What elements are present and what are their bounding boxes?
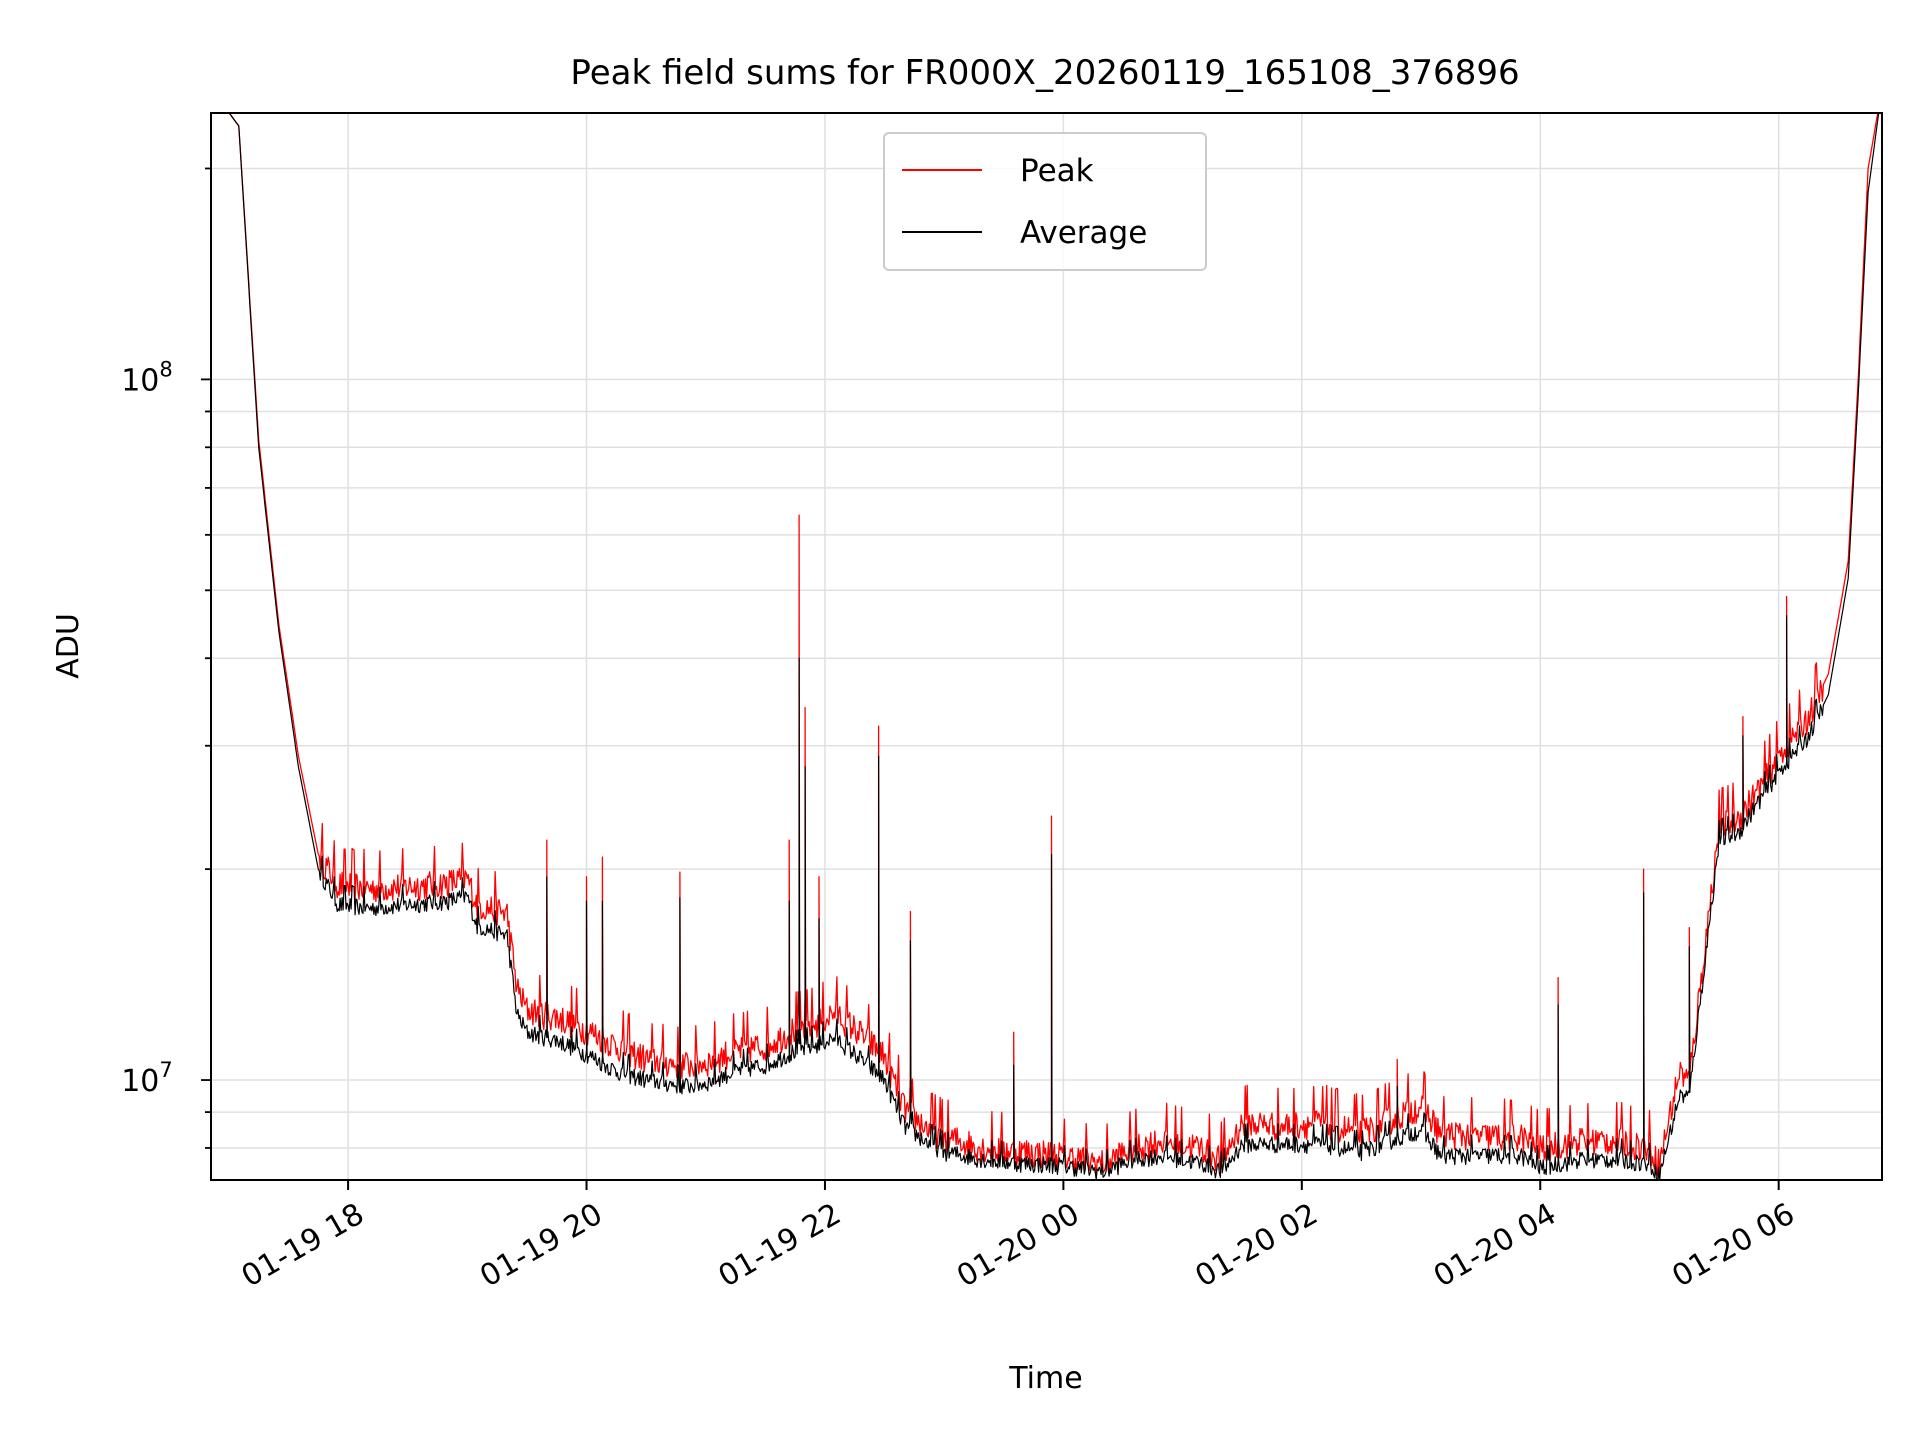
legend-label-peak: Peak (1020, 153, 1094, 189)
series-layer (228, 113, 1880, 1180)
legend-box (883, 132, 1207, 271)
legend: Peak Average (883, 132, 1207, 271)
y-tick-label: 108 (121, 357, 173, 398)
chart-title: Peak field sums for FR000X_20260119_1651… (570, 53, 1519, 93)
legend-label-average: Average (1020, 215, 1147, 251)
x-axis-label: Time (1008, 1361, 1082, 1396)
grid (211, 113, 1882, 1180)
y-axis-ticks: 107 108 (121, 167, 211, 1149)
y-axis-label: ADU (51, 613, 86, 679)
y-tick-label: 107 (121, 1058, 173, 1099)
series-line-average (228, 113, 1880, 1180)
plot-frame (210, 112, 1883, 1181)
